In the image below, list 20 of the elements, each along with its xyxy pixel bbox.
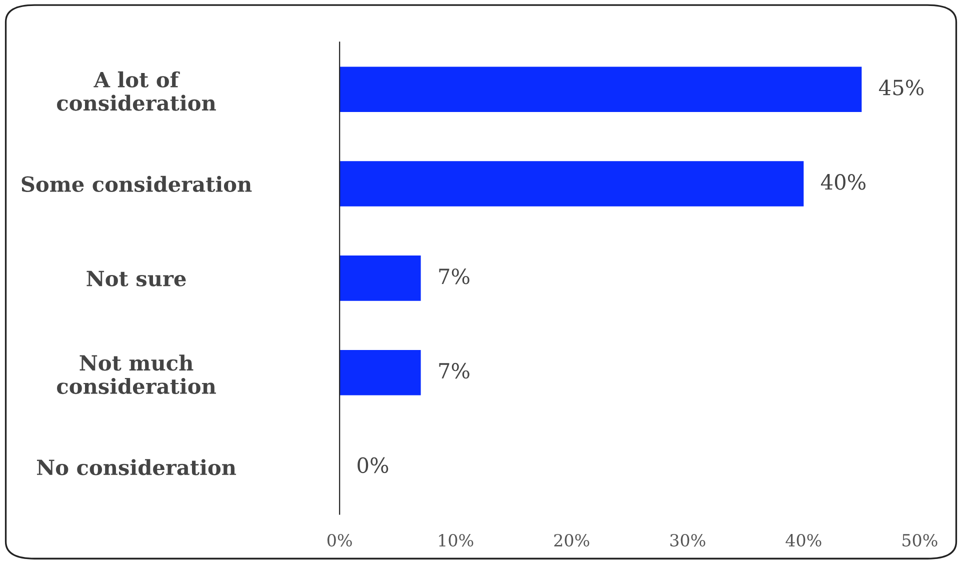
y-tick-label: Not much consideration bbox=[57, 354, 216, 394]
y-tick-label: Some consideration bbox=[22, 176, 252, 192]
x-tick-label: 0% bbox=[327, 534, 352, 547]
data-label: 7% bbox=[439, 362, 470, 379]
bar bbox=[340, 350, 421, 396]
x-tick-label: 10% bbox=[439, 534, 474, 547]
y-tick-label: No consideration bbox=[36, 459, 236, 476]
data-label: 45% bbox=[878, 80, 924, 96]
x-tick-label: 30% bbox=[670, 534, 706, 547]
data-label: 40% bbox=[820, 174, 866, 190]
data-label: 0% bbox=[358, 457, 388, 474]
y-tick-label: Not sure bbox=[86, 270, 186, 286]
data-label: 7% bbox=[439, 268, 470, 284]
x-tick-label: 50% bbox=[902, 534, 938, 547]
y-tick-label: A lot of consideration bbox=[57, 71, 216, 111]
bar bbox=[340, 161, 804, 206]
x-tick-label: 20% bbox=[554, 534, 590, 547]
x-tick-label: 40% bbox=[786, 534, 822, 547]
bar bbox=[340, 256, 421, 301]
bar bbox=[340, 66, 862, 112]
